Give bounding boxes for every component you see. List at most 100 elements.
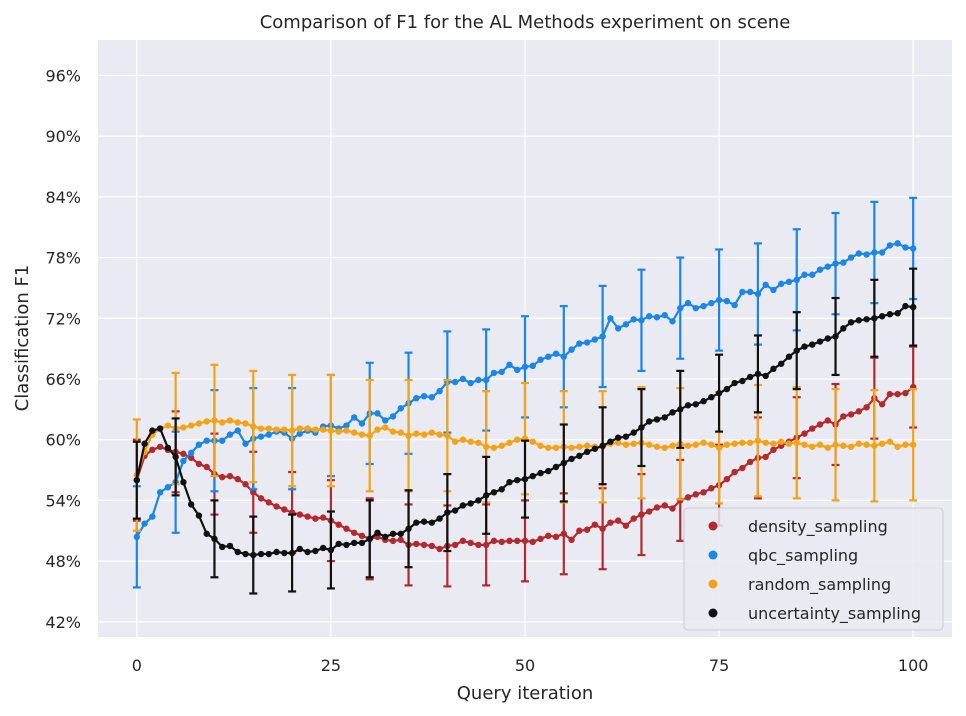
data-point [746, 439, 754, 446]
data-point [909, 441, 917, 448]
data-point [226, 417, 234, 424]
data-point [257, 495, 265, 502]
data-point [521, 475, 529, 483]
data-point [661, 414, 668, 421]
data-point [801, 441, 808, 448]
data-point [265, 425, 272, 432]
data-point [164, 444, 172, 451]
x-axis-label: Query iteration [457, 683, 593, 704]
data-point [327, 546, 335, 554]
data-point [343, 427, 350, 434]
data-point [855, 408, 863, 415]
data-point [583, 448, 591, 456]
data-point [514, 537, 521, 545]
data-point [389, 413, 397, 420]
data-point [288, 427, 296, 434]
data-point [490, 489, 498, 496]
data-point [715, 444, 723, 451]
data-point [684, 442, 692, 449]
data-point [281, 506, 288, 513]
data-point [498, 368, 505, 376]
data-point [646, 508, 653, 515]
data-point [746, 458, 754, 466]
data-point [886, 311, 894, 318]
data-point [490, 369, 498, 377]
data-point [646, 418, 653, 425]
data-point [141, 440, 148, 447]
data-point [607, 438, 614, 445]
data-point [630, 440, 637, 447]
data-point [475, 439, 482, 446]
data-point [211, 535, 218, 543]
data-point [234, 548, 241, 556]
data-point [413, 395, 420, 402]
data-point [630, 515, 637, 522]
data-point [467, 379, 474, 387]
data-point [684, 299, 692, 307]
data-point [855, 317, 863, 324]
data-point [226, 472, 234, 480]
data-point [801, 430, 808, 437]
x-tick-label: 75 [709, 656, 729, 675]
data-point [840, 325, 847, 332]
data-point [319, 544, 327, 552]
data-point [591, 336, 599, 343]
data-point [296, 425, 304, 432]
data-point [801, 271, 808, 278]
data-point [335, 540, 342, 548]
data-point [436, 431, 443, 438]
data-point [397, 536, 404, 544]
data-point [832, 441, 839, 448]
data-point [242, 550, 249, 558]
data-point [731, 301, 738, 309]
data-point [195, 441, 203, 448]
data-point [436, 545, 443, 553]
y-tick-label: 78% [45, 249, 81, 268]
data-point [723, 297, 731, 305]
data-point [731, 379, 738, 387]
data-point [498, 442, 505, 449]
data-point [428, 519, 436, 526]
data-point [382, 417, 389, 424]
data-point [739, 464, 746, 472]
data-point [583, 442, 591, 449]
data-point [653, 443, 661, 450]
data-point [428, 393, 436, 401]
chart-title: Comparison of F1 for the AL Methods expe… [260, 12, 791, 33]
data-point [413, 519, 420, 526]
data-point [599, 525, 606, 532]
data-point [886, 438, 894, 445]
data-point [653, 416, 661, 423]
data-point [622, 522, 630, 529]
data-point [265, 499, 272, 506]
data-point [739, 439, 746, 446]
data-point [770, 365, 777, 373]
data-point [638, 317, 645, 324]
x-tick-label: 50 [515, 656, 535, 675]
data-point [180, 457, 187, 465]
data-point [506, 361, 513, 369]
data-point [591, 521, 599, 528]
y-tick-label: 48% [45, 552, 81, 571]
data-point [529, 362, 536, 370]
data-point [669, 442, 676, 449]
data-point [871, 442, 878, 449]
data-point [793, 439, 800, 446]
data-point [529, 472, 536, 480]
data-point [909, 303, 917, 311]
data-point [234, 475, 241, 483]
data-point [296, 430, 304, 437]
data-point [459, 375, 467, 383]
data-point [840, 259, 847, 266]
data-point [506, 478, 513, 486]
data-point [878, 313, 886, 320]
data-point [444, 432, 451, 439]
data-point [226, 542, 234, 550]
data-point [257, 425, 265, 432]
data-point [265, 431, 272, 438]
data-point [583, 526, 591, 533]
data-point [560, 353, 568, 360]
data-point [824, 444, 831, 451]
data-point [545, 353, 552, 360]
data-point [809, 425, 816, 432]
